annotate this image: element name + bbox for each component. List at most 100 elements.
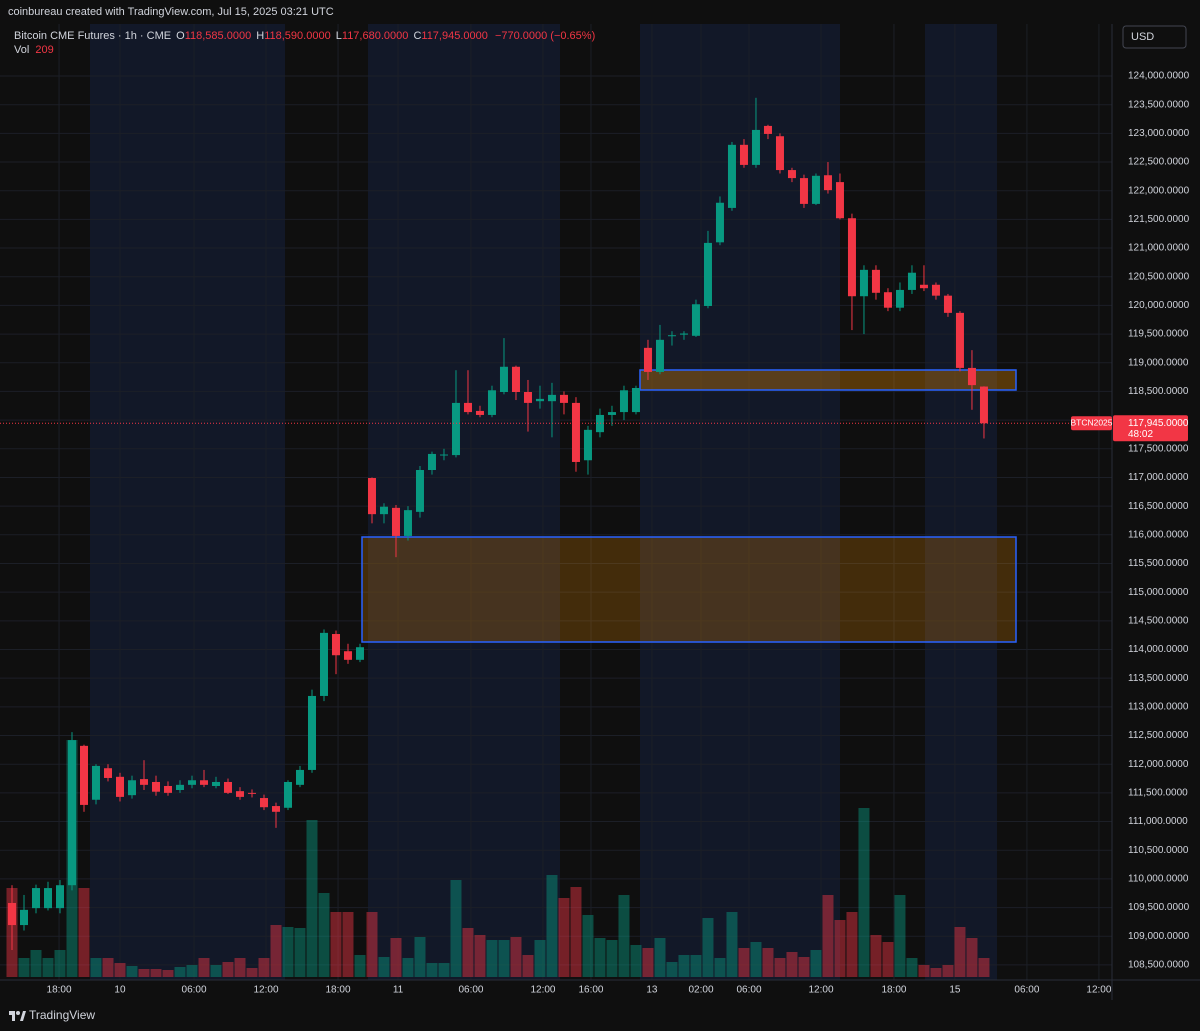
volume-bar [198, 958, 210, 977]
legend-value: 118,590.0000 [264, 30, 330, 42]
candle-body [7, 902, 16, 926]
x-tick-label: 16:00 [578, 985, 603, 996]
volume-bar [846, 912, 858, 977]
volume-bar [894, 895, 906, 977]
volume-bar [642, 948, 654, 977]
y-tick-label: 119,500.0000 [1128, 329, 1189, 340]
candle-body [967, 367, 976, 386]
candle-body [79, 745, 88, 805]
demand-zone [361, 536, 1017, 643]
candle-body [703, 242, 712, 306]
volume-bar [174, 967, 186, 977]
legend-title: Bitcoin CME Futures · 1h · CME [14, 30, 171, 42]
volume-bar [822, 895, 834, 977]
volume-bar [774, 958, 786, 977]
logo-part [12, 1011, 15, 1021]
y-tick-label: 113,000.0000 [1128, 701, 1189, 712]
candle-body [139, 779, 148, 785]
logo [9, 1011, 26, 1021]
volume-bar [678, 955, 690, 977]
candle-body [847, 218, 856, 297]
volume-bar [414, 937, 426, 977]
volume-bar [618, 895, 630, 977]
y-tick-label: 109,000.0000 [1128, 931, 1190, 942]
resistance-zone [639, 369, 1017, 391]
candle-body [235, 791, 244, 797]
candle-body [307, 695, 316, 770]
candle-body [199, 780, 208, 785]
candle-body [907, 272, 916, 290]
price-axis-bg [1112, 24, 1200, 1000]
volume-bar [30, 950, 42, 977]
volume-bar [186, 965, 198, 977]
volume-bar [858, 808, 870, 977]
y-tick-label: 113,500.0000 [1128, 673, 1189, 684]
candle-body [871, 269, 880, 293]
volume-bar [534, 940, 546, 977]
candle-body [643, 347, 652, 372]
volume-bar [246, 968, 258, 977]
candle-body [715, 202, 724, 243]
candles [7, 97, 988, 951]
candle-body [499, 366, 508, 393]
volume-bar [906, 958, 918, 977]
volume-bar [150, 969, 162, 977]
x-tick-label: 12:00 [1086, 985, 1111, 996]
candle-body [379, 506, 388, 515]
volume-bar [786, 952, 798, 977]
volume-bar [570, 887, 582, 977]
price-tag-label: 117,945.0000 [1128, 418, 1189, 429]
candle-body [751, 129, 760, 165]
symbol-tag-label: BTCN2025 [1070, 418, 1112, 428]
session-band [640, 24, 840, 980]
volume-bar [702, 918, 714, 977]
volume-bar [438, 963, 450, 977]
header-text: coinbureau created with TradingView.com,… [8, 6, 334, 18]
candle-body [319, 632, 328, 696]
volume-bar [366, 912, 378, 977]
x-tick-label: 13 [646, 985, 658, 996]
candle-body [919, 284, 928, 289]
candle-body [127, 780, 136, 796]
symbol-tag [1071, 416, 1112, 431]
candle-body [103, 768, 112, 778]
y-tick-label: 120,500.0000 [1128, 271, 1190, 282]
candle-body [67, 740, 76, 886]
currency-button[interactable] [1122, 25, 1187, 49]
candle-body [475, 410, 484, 415]
logo-part [20, 1011, 26, 1021]
y-tick-label: 123,000.0000 [1128, 128, 1190, 139]
volume-bar [78, 888, 90, 977]
candle-body [151, 781, 160, 792]
x-tick-label: 18:00 [326, 985, 351, 996]
currency-label[interactable]: USD [1131, 31, 1154, 43]
x-tick-label: 06:00 [458, 985, 483, 996]
legend-value: 117,945.0000 [421, 30, 487, 42]
candle-body [547, 394, 556, 402]
volume-bar [738, 948, 750, 977]
candle-body [655, 339, 664, 372]
candle-body [355, 647, 364, 660]
legend-key: H [256, 30, 264, 42]
price-tag-box [1113, 415, 1188, 442]
volume-bar [294, 928, 306, 977]
volume-bar [282, 927, 294, 977]
candle-body [739, 144, 748, 165]
volume-bar [654, 938, 666, 977]
volume-bar [402, 958, 414, 977]
candle-body [91, 765, 100, 800]
volume-bar [630, 945, 642, 977]
candle-body [43, 888, 52, 909]
volume-bar [870, 935, 882, 977]
volume-legend-label: Vol [14, 44, 29, 56]
volume-bar [558, 898, 570, 977]
volume-bar [582, 915, 594, 977]
candle-body [691, 304, 700, 336]
volume-bar [390, 938, 402, 977]
volume-bar [978, 958, 990, 977]
y-tick-label: 120,000.0000 [1128, 300, 1190, 311]
candle-body [511, 366, 520, 393]
candle-body [559, 394, 568, 403]
y-tick-label: 119,000.0000 [1128, 357, 1189, 368]
candle-body [223, 781, 232, 793]
